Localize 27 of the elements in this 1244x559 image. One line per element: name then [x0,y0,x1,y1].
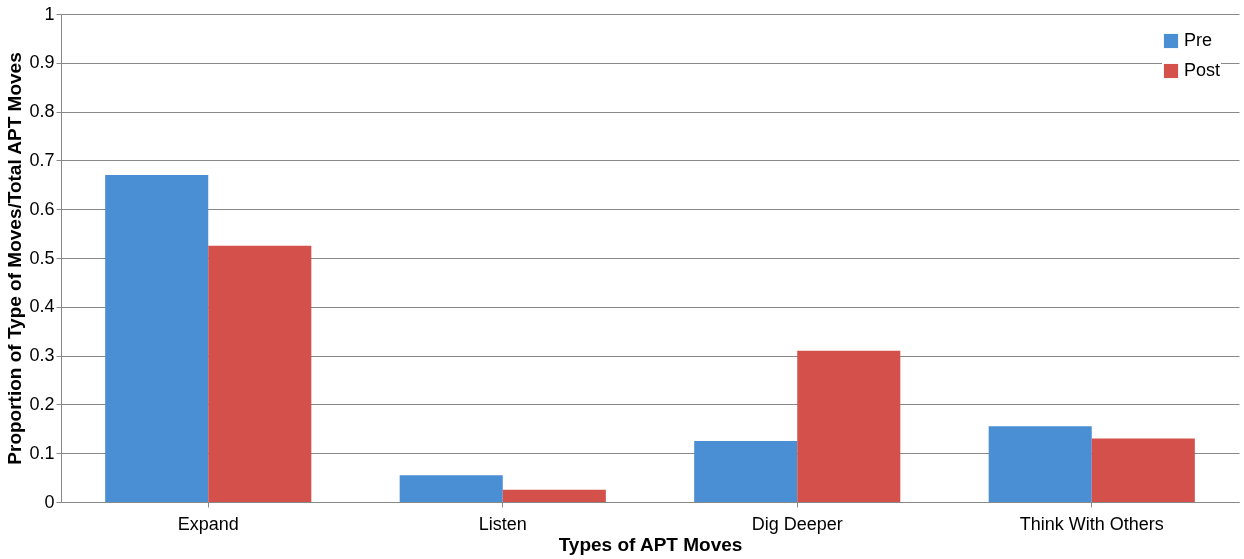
y-tick-label: 0 [44,491,55,512]
y-tick-label: 0.7 [29,149,55,170]
y-tick-label: 0.9 [29,52,55,73]
bar [1091,438,1195,502]
y-tick-label: 0.6 [29,198,55,219]
bar [399,475,503,502]
y-tick-label: 1 [44,3,55,24]
y-tick-label: 0.4 [29,296,55,317]
x-axis-title: Types of APT Moves [558,533,743,555]
bar [502,489,606,502]
legend-label: Post [1184,60,1221,80]
bar [208,245,312,502]
bar [694,441,798,502]
bar [105,175,209,502]
x-tick-label: Dig Deeper [751,513,843,534]
bar [988,426,1092,502]
y-tick-label: 0.2 [29,393,55,414]
y-tick-label: 0.1 [29,442,55,463]
x-tick-label: Listen [478,513,527,534]
y-tick-label: 0.8 [29,101,55,122]
y-tick-label: 0.5 [29,247,55,268]
y-tick-label: 0.3 [29,345,55,366]
y-axis-title: Proportion of Type of Moves/Total APT Moves [4,52,26,465]
legend-label: Pre [1184,30,1213,50]
x-tick-label: Expand [177,513,239,534]
x-tick-label: Think With Others [1019,513,1164,534]
bar [797,350,901,502]
